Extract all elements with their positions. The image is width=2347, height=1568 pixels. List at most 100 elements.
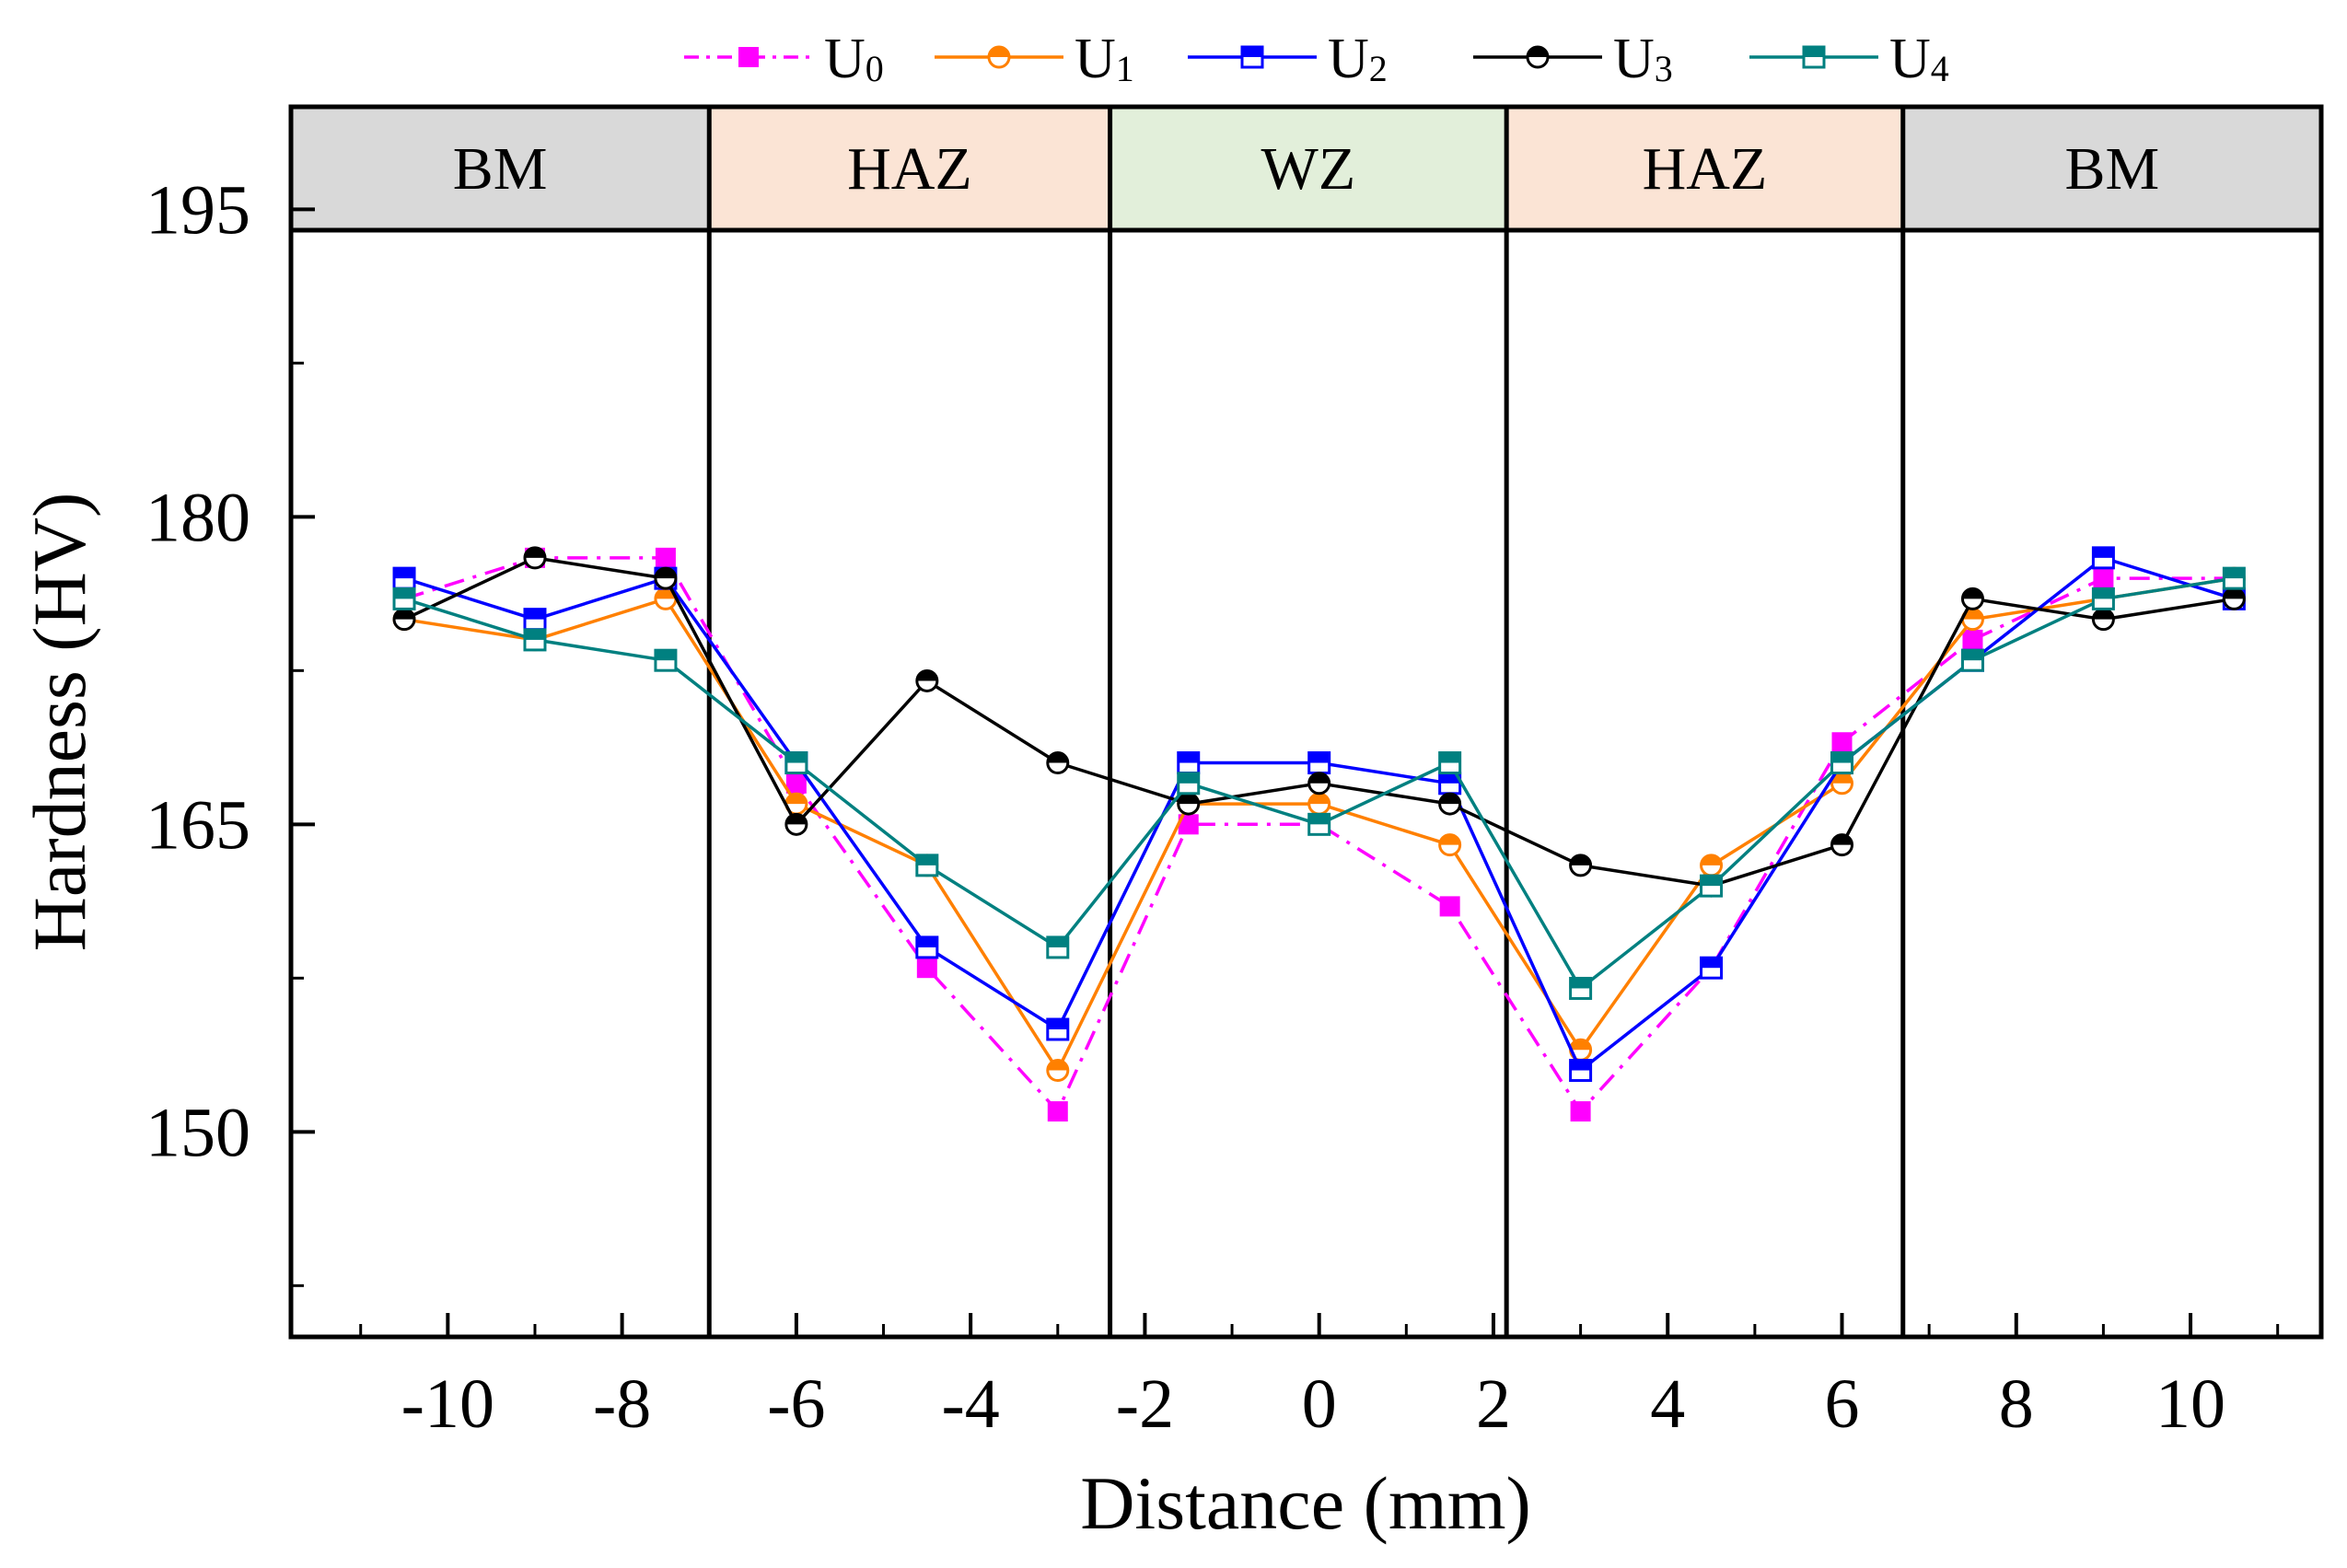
data-point xyxy=(392,608,416,632)
legend-item-U4: U4 xyxy=(1749,28,1949,90)
data-point xyxy=(1177,792,1201,816)
marker-fill xyxy=(1701,876,1722,887)
marker-fill xyxy=(1831,772,1853,784)
marker-fill xyxy=(1047,752,1068,763)
data-point xyxy=(987,45,1011,69)
data-point xyxy=(1830,833,1854,857)
data-point xyxy=(1438,833,1462,857)
data-point xyxy=(523,608,547,632)
marker-fill xyxy=(1439,752,1460,763)
marker-fill xyxy=(394,609,415,620)
data-point xyxy=(1526,45,1550,69)
marker-fill xyxy=(916,854,937,865)
data-point xyxy=(784,812,808,836)
marker-fill xyxy=(785,752,807,763)
y-axis-label: Hardness (HV) xyxy=(17,493,101,952)
data-point xyxy=(915,854,939,877)
data-point xyxy=(1046,1059,1070,1083)
y-tick-label: 180 xyxy=(145,479,250,556)
marker-fill xyxy=(524,547,545,558)
data-point xyxy=(655,547,676,568)
data-point xyxy=(2222,587,2246,610)
zone-band-0 xyxy=(291,107,710,230)
marker-fill xyxy=(1962,588,1983,599)
data-point xyxy=(1962,629,1983,650)
marker-fill xyxy=(2224,588,2245,599)
data-point xyxy=(738,47,759,67)
marker-fill xyxy=(1962,650,1983,661)
marker-fill xyxy=(655,650,676,661)
marker-fill xyxy=(1439,834,1460,845)
marker-fill xyxy=(1308,772,1330,784)
x-axis: -10 -8 -6 -4 -2 0 2 4 6 8 10 xyxy=(359,1313,2280,1443)
legend: U0 U1 U2 U3 U4 xyxy=(684,28,1949,90)
legend-item-U2: U2 xyxy=(1188,28,1388,90)
marker-fill xyxy=(1701,958,1722,969)
legend-label: U2 xyxy=(1328,28,1388,90)
data-point xyxy=(1569,976,1593,1000)
marker-fill xyxy=(1831,834,1853,845)
data-point xyxy=(523,628,547,652)
data-point xyxy=(1307,772,1331,796)
zone-header-band: BM HAZ WZ HAZ BM xyxy=(291,107,2321,230)
data-point xyxy=(654,566,678,590)
marker-fill xyxy=(1242,47,1262,57)
data-point xyxy=(1046,751,1070,775)
marker-fill xyxy=(1178,752,1199,763)
legend-label: U0 xyxy=(824,28,884,90)
data-point xyxy=(784,751,808,775)
marker-fill xyxy=(2093,547,2114,558)
data-point xyxy=(1570,1101,1591,1122)
marker-fill xyxy=(1570,854,1591,865)
data-point xyxy=(1802,45,1826,69)
marker-fill xyxy=(1178,794,1199,805)
legend-item-U1: U1 xyxy=(935,28,1134,90)
x-tick-label: -10 xyxy=(401,1365,494,1443)
data-point xyxy=(916,958,937,979)
marker-fill xyxy=(1047,1060,1068,1071)
marker-fill xyxy=(394,588,415,599)
series-layer xyxy=(392,546,2246,1122)
legend-label: U1 xyxy=(1075,28,1134,90)
marker-fill xyxy=(1831,752,1853,763)
marker-fill xyxy=(1308,794,1330,805)
data-point xyxy=(915,935,939,959)
zone-dividers xyxy=(291,107,2321,1337)
data-point xyxy=(2093,568,2114,589)
data-point xyxy=(1240,45,1264,69)
data-point xyxy=(785,772,807,794)
legend-item-U0: U0 xyxy=(684,28,884,90)
x-tick-label: 8 xyxy=(1999,1365,2034,1443)
data-point xyxy=(1177,772,1201,796)
marker-fill xyxy=(1047,1019,1068,1029)
data-point xyxy=(1569,1038,1593,1062)
data-point xyxy=(1438,792,1462,816)
data-point xyxy=(1700,874,1724,898)
data-point xyxy=(1307,751,1331,775)
marker-fill xyxy=(1308,752,1330,763)
zone-label: WZ xyxy=(1261,135,1356,203)
data-point xyxy=(1307,812,1331,836)
data-point xyxy=(1439,896,1460,917)
zone-band-1 xyxy=(709,107,1110,230)
x-tick-label: 2 xyxy=(1476,1365,1511,1443)
x-tick-label: 4 xyxy=(1650,1365,1685,1443)
data-point xyxy=(1438,751,1462,775)
marker-fill xyxy=(1804,47,1824,57)
x-tick-label: -4 xyxy=(941,1365,999,1443)
zone-label: BM xyxy=(453,135,548,203)
data-point xyxy=(654,648,678,672)
legend-label: U3 xyxy=(1613,28,1673,90)
marker-fill xyxy=(524,629,545,640)
data-point xyxy=(1569,854,1593,877)
marker-fill xyxy=(1439,772,1460,784)
zone-label: BM xyxy=(2065,135,2160,203)
data-point xyxy=(1830,751,1854,775)
data-point xyxy=(1307,792,1331,816)
series-line xyxy=(403,556,2235,1113)
data-point xyxy=(1700,956,1724,980)
marker-fill xyxy=(1439,794,1460,805)
marker-fill xyxy=(394,568,415,579)
data-point xyxy=(2091,546,2115,570)
x-tick-label: 0 xyxy=(1302,1365,1337,1443)
